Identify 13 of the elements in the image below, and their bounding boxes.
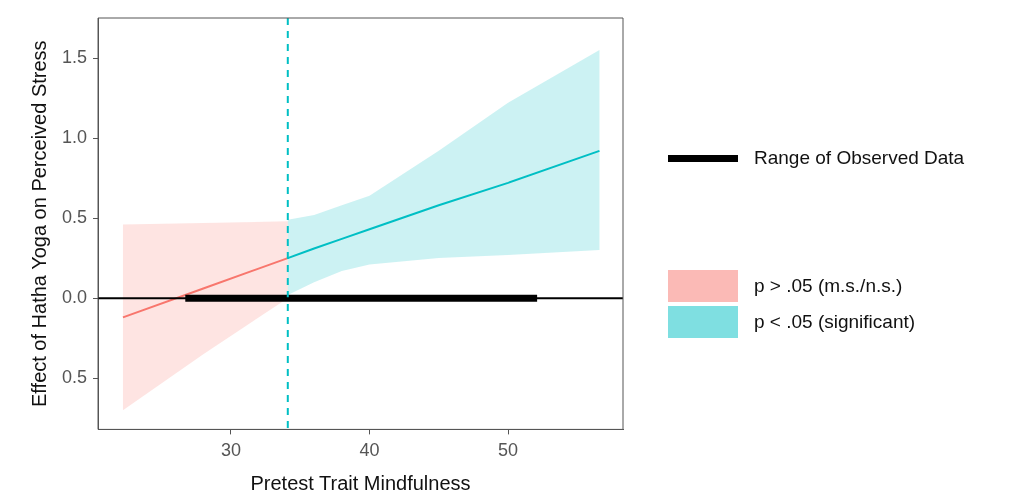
- y-axis-title: Effect of Hatha Yoga on Perceived Stress: [27, 40, 50, 407]
- y-tick-label: 0.5: [61, 367, 88, 388]
- legend-label: p < .05 (significant): [754, 311, 916, 333]
- y-tick-label: 1.0: [61, 127, 88, 148]
- legend-label: p > .05 (m.s./n.s.): [754, 275, 903, 297]
- x-tick-label: 50: [498, 440, 519, 461]
- x-tick-label: 40: [359, 440, 380, 461]
- x-axis-title: Pretest Trait Mindfulness: [250, 471, 471, 494]
- legend-label: Range of Observed Data: [754, 147, 965, 169]
- x-tick-label: 30: [220, 440, 242, 461]
- y-tick-label: 0.5: [61, 207, 88, 228]
- y-tick-label: 0.0: [61, 287, 88, 308]
- y-tick-label: 1.5: [61, 46, 88, 67]
